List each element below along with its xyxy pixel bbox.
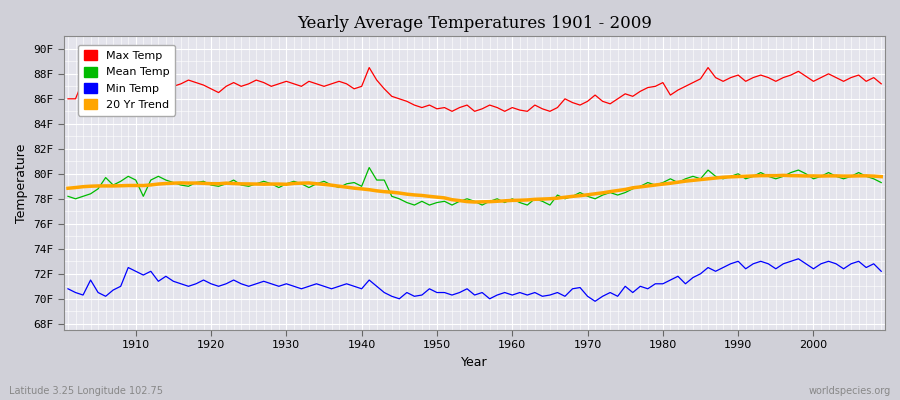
Max Temp: [63, 96, 74, 101]
X-axis label: Year: Year: [462, 356, 488, 369]
Mean Temp: [612, 193, 623, 198]
Line: 20 Yr Trend: 20 Yr Trend: [68, 175, 881, 202]
Line: Mean Temp: Mean Temp: [68, 168, 881, 205]
Text: worldspecies.org: worldspecies.org: [809, 386, 891, 396]
Y-axis label: Temperature: Temperature: [15, 144, 28, 223]
Line: Min Temp: Min Temp: [68, 259, 881, 301]
Min Temp: [876, 269, 886, 274]
Min Temp: [289, 284, 300, 289]
Min Temp: [500, 290, 510, 295]
20 Yr Trend: [122, 183, 133, 188]
Min Temp: [122, 265, 133, 270]
20 Yr Trend: [778, 173, 788, 178]
Min Temp: [793, 256, 804, 261]
Line: Max Temp: Max Temp: [68, 68, 881, 111]
Text: Latitude 3.25 Longitude 102.75: Latitude 3.25 Longitude 102.75: [9, 386, 163, 396]
Max Temp: [446, 109, 457, 114]
Mean Temp: [334, 185, 345, 190]
Min Temp: [334, 284, 345, 289]
Max Temp: [122, 76, 133, 81]
Max Temp: [334, 79, 345, 84]
Max Temp: [364, 65, 374, 70]
20 Yr Trend: [334, 184, 345, 188]
20 Yr Trend: [507, 198, 517, 203]
20 Yr Trend: [515, 198, 526, 203]
Mean Temp: [522, 203, 533, 208]
20 Yr Trend: [605, 189, 616, 194]
Min Temp: [507, 293, 517, 298]
Min Temp: [63, 286, 74, 291]
Min Temp: [590, 299, 600, 304]
Mean Temp: [122, 174, 133, 179]
Max Temp: [515, 108, 526, 112]
Max Temp: [522, 109, 533, 114]
Legend: Max Temp, Mean Temp, Min Temp, 20 Yr Trend: Max Temp, Mean Temp, Min Temp, 20 Yr Tre…: [78, 45, 175, 116]
Max Temp: [612, 96, 623, 101]
20 Yr Trend: [289, 181, 300, 186]
Mean Temp: [515, 200, 526, 205]
Max Temp: [289, 82, 300, 86]
20 Yr Trend: [876, 174, 886, 179]
Min Temp: [605, 290, 616, 295]
Mean Temp: [409, 203, 419, 208]
Mean Temp: [63, 194, 74, 199]
Mean Temp: [364, 165, 374, 170]
Max Temp: [876, 82, 886, 86]
Mean Temp: [876, 180, 886, 185]
Title: Yearly Average Temperatures 1901 - 2009: Yearly Average Temperatures 1901 - 2009: [297, 15, 652, 32]
20 Yr Trend: [469, 200, 480, 204]
Mean Temp: [289, 179, 300, 184]
20 Yr Trend: [63, 186, 74, 191]
